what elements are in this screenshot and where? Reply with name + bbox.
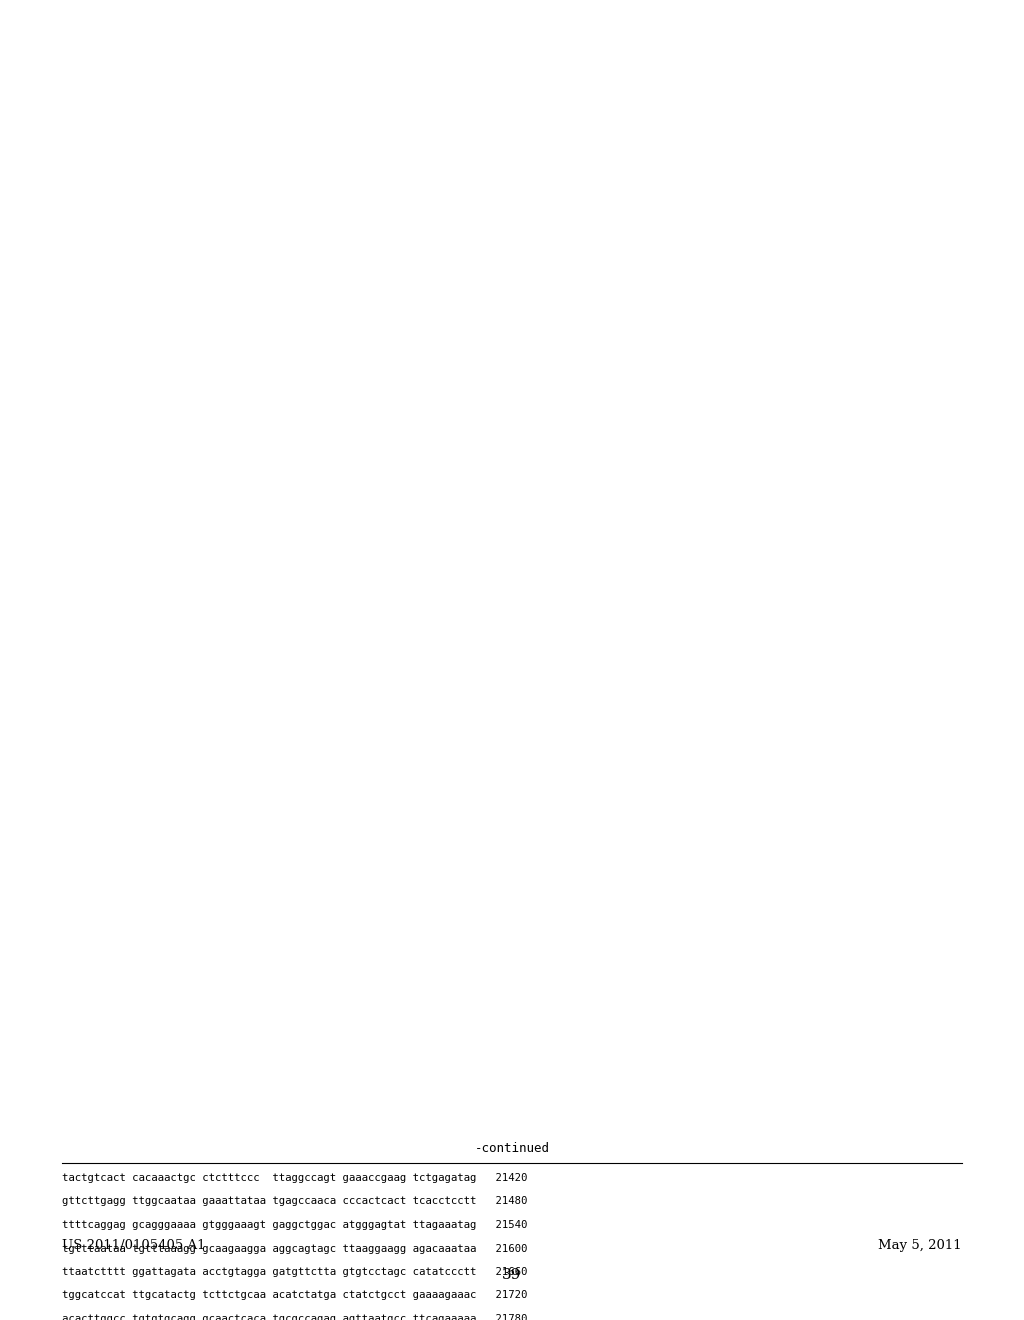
Text: tggcatccat ttgcatactg tcttctgcaa acatctatga ctatctgcct gaaaagaaac   21720: tggcatccat ttgcatactg tcttctgcaa acatcta… — [62, 1291, 527, 1300]
Text: gttcttgagg ttggcaataa gaaattataa tgagccaaca cccactcact tcacctcctt   21480: gttcttgagg ttggcaataa gaaattataa tgagcca… — [62, 1196, 527, 1206]
Text: -continued: -continued — [474, 1142, 550, 1155]
Text: May 5, 2011: May 5, 2011 — [879, 1238, 962, 1251]
Text: 39: 39 — [503, 1269, 521, 1282]
Text: ttttcaggag gcagggaaaa gtgggaaagt gaggctggac atgggagtat ttagaaatag   21540: ttttcaggag gcagggaaaa gtgggaaagt gaggctg… — [62, 1220, 527, 1230]
Text: tgtttaataa tgtttaaagg gcaagaagga aggcagtagc ttaaggaagg agacaaataa   21600: tgtttaataa tgtttaaagg gcaagaagga aggcagt… — [62, 1243, 527, 1254]
Text: tactgtcact cacaaactgc ctctttccc  ttaggccagt gaaaccgaag tctgagatag   21420: tactgtcact cacaaactgc ctctttccc ttaggcca… — [62, 1173, 527, 1183]
Text: US 2011/0105405 A1: US 2011/0105405 A1 — [62, 1238, 206, 1251]
Text: acacttggcc tgtgtgcagg gcaactcaca tgcgccagag agttaatgcc ttcagaaaaa   21780: acacttggcc tgtgtgcagg gcaactcaca tgcgcca… — [62, 1313, 527, 1320]
Text: ttaatctttt ggattagata acctgtagga gatgttctta gtgtcctagc catatccctt   21660: ttaatctttt ggattagata acctgtagga gatgttc… — [62, 1267, 527, 1276]
